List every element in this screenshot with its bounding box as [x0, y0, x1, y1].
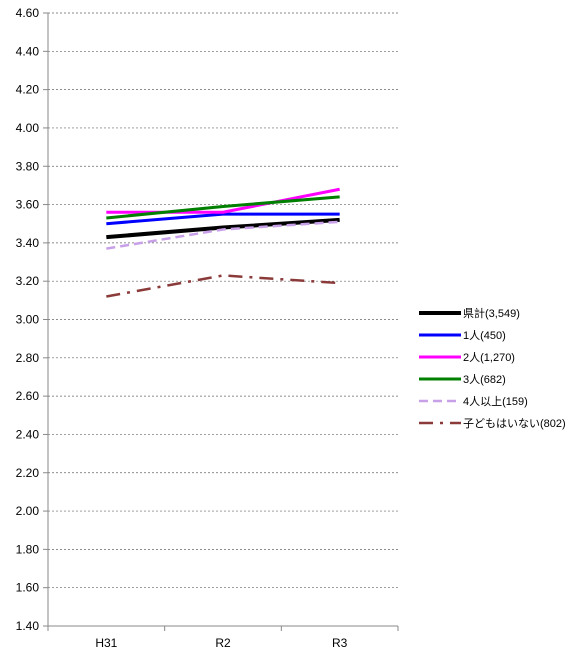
- series-line-5: [106, 274, 340, 298]
- y-tick-label: 4.00: [16, 121, 40, 135]
- y-tick-label: 2.80: [16, 351, 40, 365]
- legend-label-4: 4人以上(159): [463, 395, 528, 408]
- axes: [43, 12, 399, 631]
- y-tick-label: 4.40: [16, 44, 40, 58]
- gridlines: [48, 12, 398, 589]
- y-tick-label: 1.80: [16, 542, 40, 556]
- y-axis-tick-labels: 1.40 1.60 1.80 2.00 2.20 2.40 2.60 2.80 3.00 3.20…: [16, 6, 40, 633]
- legend-label-2: 2人(1,270): [463, 351, 515, 364]
- series-line-0: [106, 217, 340, 240]
- legend-label-3: 3人(682): [463, 373, 506, 386]
- series-line-3: [106, 195, 340, 220]
- y-tick-label: 2.40: [16, 427, 40, 441]
- series-line-2: [106, 187, 340, 214]
- y-tick-label: 4.20: [16, 83, 40, 97]
- y-tick-label: 4.60: [16, 6, 40, 20]
- y-tick-label: 3.40: [16, 236, 40, 250]
- x-tick-label: R3: [332, 636, 348, 650]
- y-tick-label: 3.80: [16, 159, 40, 173]
- y-tick-label: 2.60: [16, 389, 40, 403]
- legend: 県計(3,549) 1人(450) 2人(1,270) 3人(682) 4人以上(159…: [419, 306, 566, 430]
- y-tick-label: 1.60: [16, 581, 40, 595]
- legend-label-0: 県計(3,549): [463, 306, 520, 320]
- y-tick-label: 1.40: [16, 619, 40, 633]
- y-tick-label: 3.20: [16, 274, 40, 288]
- x-tick-label: H31: [95, 636, 117, 650]
- series-line-4: [106, 220, 340, 250]
- series-lines: [106, 187, 340, 298]
- y-tick-label: 3.60: [16, 198, 40, 212]
- legend-label-5: 子どもはいない(802): [463, 417, 566, 430]
- y-tick-label: 3.00: [16, 313, 40, 327]
- series-line-1: [106, 212, 340, 226]
- legend-label-1: 1人(450): [463, 329, 506, 342]
- x-tick-label: R2: [215, 636, 231, 650]
- x-axis-tick-labels: H31 R2 R3: [95, 636, 347, 650]
- y-tick-label: 2.20: [16, 466, 40, 480]
- y-tick-label: 2.00: [16, 504, 40, 518]
